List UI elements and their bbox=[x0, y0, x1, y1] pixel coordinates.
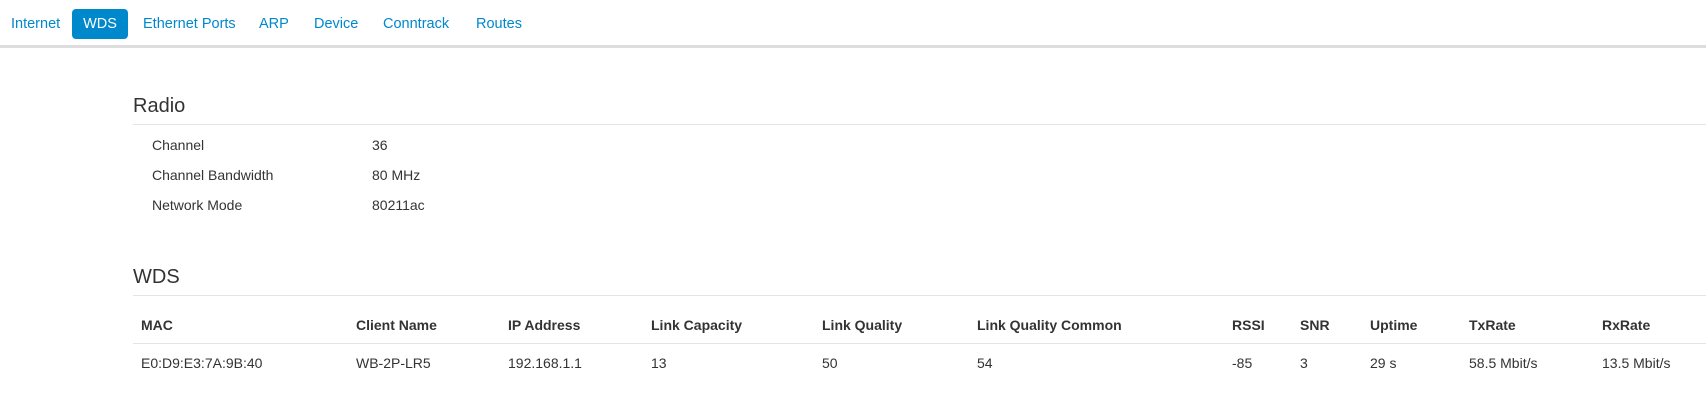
table-cell: 58.5 Mbit/s bbox=[1469, 355, 1538, 371]
column-header: Link Capacity bbox=[651, 317, 743, 333]
network-mode-label: Network Mode bbox=[152, 197, 243, 213]
channel-bandwidth-label: Channel Bandwidth bbox=[152, 167, 274, 183]
table-cell: 192.168.1.1 bbox=[508, 355, 582, 371]
table-cell: 54 bbox=[977, 355, 993, 371]
column-header: IP Address bbox=[508, 317, 581, 333]
tab-routes[interactable]: Routes bbox=[476, 16, 522, 32]
column-header: RxRate bbox=[1602, 317, 1651, 333]
table-cell: 3 bbox=[1300, 355, 1308, 371]
table-cell: 13.5 Mbit/s bbox=[1602, 355, 1671, 371]
column-header: Uptime bbox=[1370, 317, 1418, 333]
table-cell: E0:D9:E3:7A:9B:40 bbox=[141, 355, 263, 371]
column-header: Client Name bbox=[356, 317, 437, 333]
radio-divider bbox=[133, 124, 1706, 125]
column-header: MAC bbox=[141, 317, 173, 333]
column-header: SNR bbox=[1300, 317, 1330, 333]
channel-value: 36 bbox=[372, 137, 388, 153]
channel-label: Channel bbox=[152, 137, 205, 153]
table-cell: 29 s bbox=[1370, 355, 1397, 371]
radio-section-title: Radio bbox=[133, 95, 186, 117]
tab-device[interactable]: Device bbox=[314, 16, 359, 32]
column-header: TxRate bbox=[1469, 317, 1516, 333]
network-mode-value: 80211ac bbox=[372, 197, 425, 213]
table-cell: 13 bbox=[651, 355, 667, 371]
column-header: RSSI bbox=[1232, 317, 1265, 333]
column-header: Link Quality bbox=[822, 317, 903, 333]
table-cell: 50 bbox=[822, 355, 838, 371]
tab-wds[interactable]: WDS bbox=[72, 9, 128, 39]
tab-arp[interactable]: ARP bbox=[259, 16, 289, 32]
table-cell: WB-2P-LR5 bbox=[356, 355, 431, 371]
channel-bandwidth-value: 80 MHz bbox=[372, 167, 421, 183]
wds-divider bbox=[133, 295, 1706, 296]
table-header-divider bbox=[133, 343, 1706, 344]
tab-conntrack[interactable]: Conntrack bbox=[383, 16, 450, 32]
tab-ethernet-ports[interactable]: Ethernet Ports bbox=[143, 16, 236, 32]
column-header: Link Quality Common bbox=[977, 317, 1122, 333]
tab-internet[interactable]: Internet bbox=[11, 16, 61, 32]
wds-section-title: WDS bbox=[133, 266, 180, 288]
tab-bar: Internet WDS Ethernet Ports ARP Device C… bbox=[0, 0, 1706, 48]
table-cell: -85 bbox=[1232, 355, 1253, 371]
